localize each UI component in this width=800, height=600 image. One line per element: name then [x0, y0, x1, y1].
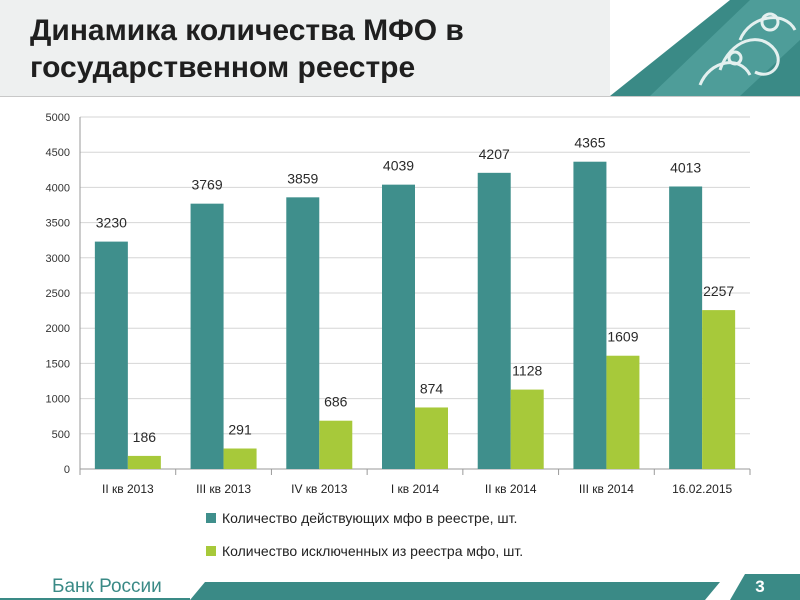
bar-series1 — [477, 172, 511, 469]
bar-series2 — [127, 455, 161, 469]
y-tick-label: 4000 — [46, 182, 70, 194]
y-tick-label: 0 — [64, 464, 70, 476]
bar-series1 — [382, 184, 415, 469]
data-label: 4039 — [383, 158, 414, 174]
y-tick-label: 2000 — [46, 323, 70, 335]
legend: Количество действующих мфо в реестре, шт… — [206, 510, 523, 559]
data-label: 3859 — [287, 170, 318, 186]
x-axis: II кв 2013 III кв 2013 IV кв 2013 I кв 2014… — [79, 468, 751, 496]
bar-series2 — [510, 389, 544, 469]
bar-series2 — [702, 310, 736, 469]
y-tick-label: 5000 — [46, 112, 70, 124]
x-tick-label: IV кв 2013 — [291, 482, 348, 496]
x-tick-label: I кв 2014 — [391, 482, 440, 496]
ornament-icon — [610, 0, 800, 96]
data-label: 3230 — [96, 215, 127, 231]
y-tick-label: 4500 — [46, 147, 70, 159]
data-label: 1128 — [512, 363, 542, 379]
data-label: 186 — [133, 429, 157, 445]
legend-swatch — [206, 513, 216, 523]
data-label: 1609 — [607, 329, 638, 345]
bar-series2 — [415, 407, 448, 469]
y-tick-label: 3500 — [46, 218, 70, 230]
brand-label: Банк России — [52, 576, 162, 597]
bars — [94, 161, 736, 469]
y-axis: 0 500 1000 1500 2000 2500 3000 3500 4000 4500 5000 — [46, 112, 81, 476]
bar-series1 — [190, 203, 224, 469]
y-tick-label: 2500 — [46, 288, 70, 300]
legend-swatch — [206, 546, 216, 556]
header-background — [0, 0, 610, 96]
y-tick-label: 3000 — [46, 253, 70, 265]
x-tick-label: III кв 2013 — [196, 482, 251, 496]
page-title: Динамика количества МФО в государственно… — [30, 14, 464, 84]
data-labels: 3230 3769 3859 4039 4207 4365 4013 186 291 686 874… — [96, 135, 735, 445]
footer-band — [0, 574, 800, 600]
data-label: 4365 — [574, 135, 605, 151]
bar-series2 — [606, 355, 640, 469]
bar-chart: 0 500 1000 1500 2000 2500 3000 3500 4000 4500 5000… — [0, 96, 800, 559]
slide-header: Динамика количества МФО в государственно… — [0, 0, 800, 96]
bar-series2 — [223, 448, 257, 469]
data-label: 4207 — [479, 146, 510, 162]
y-tick-label: 500 — [52, 429, 70, 441]
data-label: 874 — [420, 380, 444, 396]
bar-series1 — [669, 186, 703, 469]
legend-label: Количество действующих мфо в реестре, шт… — [222, 510, 517, 526]
y-tick-label: 1500 — [46, 358, 70, 370]
data-label: 3769 — [191, 177, 222, 193]
bar-series1 — [573, 161, 607, 469]
x-tick-label: II кв 2014 — [485, 482, 537, 496]
data-label: 291 — [228, 422, 252, 438]
bar-series2 — [319, 420, 353, 469]
legend-label: Количество исключенных из реестра мфо, ш… — [222, 543, 523, 559]
data-label: 686 — [324, 394, 348, 410]
page-number: 3 — [755, 577, 765, 596]
bar-series1 — [94, 241, 128, 469]
bar-series1 — [286, 197, 320, 469]
slide-footer: Банк России 3 — [0, 574, 800, 600]
x-tick-label: 16.02.2015 — [672, 482, 732, 496]
y-tick-label: 1000 — [46, 394, 70, 406]
data-label: 4013 — [670, 159, 701, 175]
data-label: 2257 — [703, 283, 734, 299]
x-tick-label: II кв 2013 — [102, 482, 154, 496]
x-tick-label: III кв 2014 — [579, 482, 634, 496]
